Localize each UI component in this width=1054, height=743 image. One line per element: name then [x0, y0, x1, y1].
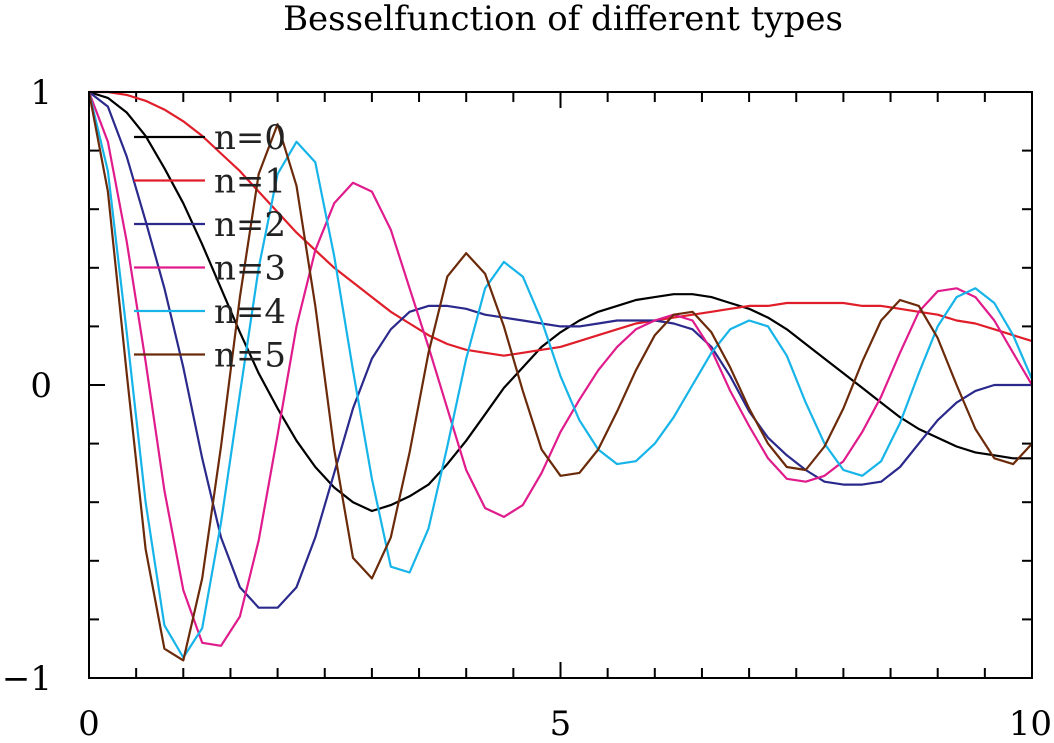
- legend-label: n=5: [214, 336, 286, 376]
- legend: n=0n=1n=2n=3n=4n=5: [134, 118, 286, 376]
- series-lines: [87, 90, 1034, 662]
- x-tick-label: 10: [1009, 704, 1052, 743]
- legend-label: n=2: [214, 205, 286, 245]
- legend-label: n=4: [214, 292, 286, 332]
- series-line-n=1: [89, 90, 1033, 357]
- legend-label: n=1: [214, 162, 286, 202]
- series-line-n=3: [87, 91, 1033, 647]
- plot-frame: [88, 91, 1033, 679]
- y-tick-label: 1: [30, 73, 52, 113]
- x-tick-label: 0: [78, 704, 100, 743]
- series-line-n=5: [87, 91, 1033, 662]
- legend-label: n=0: [214, 118, 286, 158]
- chart-title: Besselfunction of different types: [283, 0, 843, 39]
- legend-label: n=3: [214, 249, 286, 289]
- series-line-n=4: [87, 91, 1034, 659]
- x-tick-label: 5: [550, 704, 572, 743]
- y-tick-label: −1: [2, 659, 52, 699]
- y-tick-label: 0: [30, 366, 52, 406]
